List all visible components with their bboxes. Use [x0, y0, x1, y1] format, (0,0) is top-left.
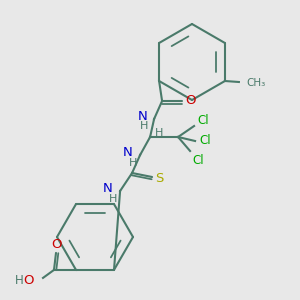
- Text: N: N: [102, 182, 112, 196]
- Text: Cl: Cl: [197, 115, 209, 128]
- Text: S: S: [155, 172, 163, 184]
- Text: CH₃: CH₃: [246, 78, 265, 88]
- Text: O: O: [51, 238, 61, 251]
- Text: N: N: [122, 146, 132, 160]
- Text: O: O: [23, 274, 34, 287]
- Text: H: H: [109, 194, 117, 204]
- Text: H: H: [140, 121, 148, 131]
- Text: H: H: [129, 158, 137, 168]
- Text: H: H: [15, 274, 24, 287]
- Text: H: H: [155, 128, 164, 138]
- Text: Cl: Cl: [192, 154, 204, 166]
- Text: O: O: [185, 94, 195, 107]
- Text: Cl: Cl: [199, 134, 211, 148]
- Text: N: N: [137, 110, 147, 124]
